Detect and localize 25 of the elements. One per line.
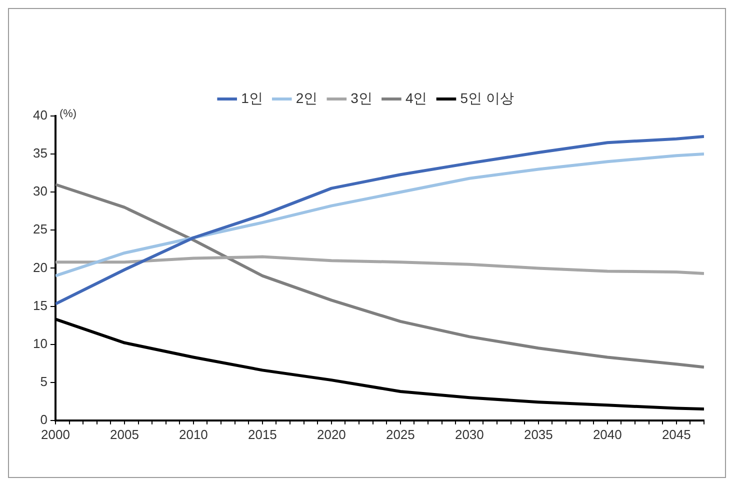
x-tick-label: 2030 (454, 426, 484, 442)
x-tick-label: 2035 (524, 426, 553, 442)
y-tick-label: 25 (32, 222, 48, 237)
y-tick-label: 0 (40, 412, 48, 427)
legend-label: 5인 이상 (460, 90, 514, 106)
y-tick-label: 10 (32, 336, 48, 351)
x-tick-label: 2000 (41, 426, 70, 442)
x-tick-label: 2020 (316, 426, 346, 442)
y-tick-label: 5 (40, 374, 48, 389)
x-tick-label: 2010 (178, 426, 208, 442)
x-tick-label: 2025 (386, 426, 415, 442)
x-tick-label: 2015 (248, 426, 277, 442)
y-tick-label: 30 (32, 184, 48, 199)
x-tick-label: 2005 (110, 426, 139, 442)
legend-label: 3인 (350, 90, 372, 106)
legend-label: 4인 (405, 90, 428, 106)
y-tick-label: 40 (32, 108, 48, 123)
y-tick-label: 15 (32, 298, 48, 313)
legend-label: 2인 (296, 90, 318, 106)
y-tick-label: 20 (32, 260, 48, 275)
x-tick-label: 2045 (662, 426, 691, 442)
legend-label: 1인 (241, 90, 263, 106)
x-tick-label: 2040 (592, 426, 622, 442)
y-axis-title: (%) (59, 108, 77, 120)
y-tick-label: 35 (32, 146, 48, 161)
